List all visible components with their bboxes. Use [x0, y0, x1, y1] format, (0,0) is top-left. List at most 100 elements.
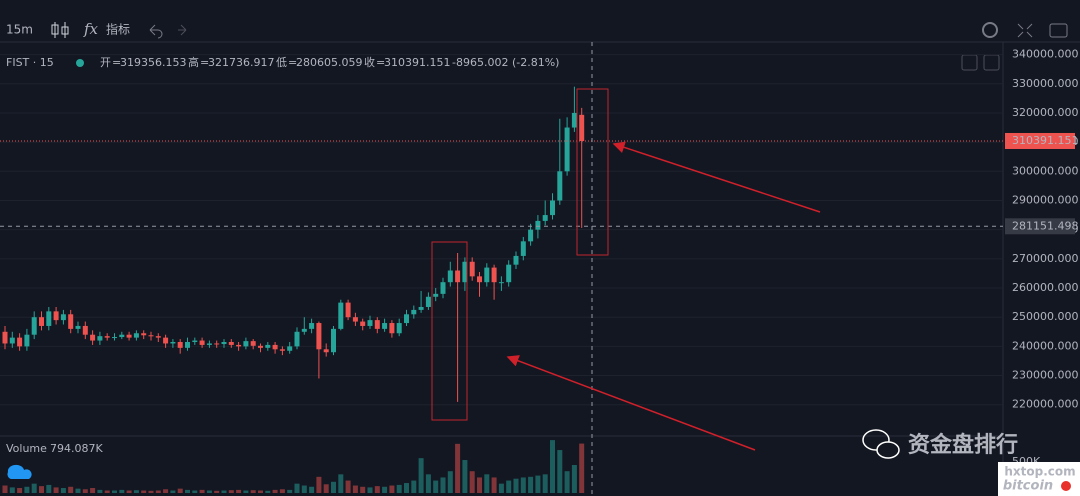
candle-body: [9, 337, 15, 344]
volume-value: 794.087K: [50, 442, 103, 455]
candle-body: [382, 323, 388, 329]
volume-bar: [462, 460, 468, 493]
settings-button[interactable]: [982, 22, 998, 38]
candle-body: [498, 282, 504, 284]
volume-bar: [104, 490, 110, 493]
candle-body: [31, 317, 37, 335]
fx-icon[interactable]: fx: [83, 20, 99, 38]
candle-body: [141, 333, 147, 336]
candle-body: [53, 311, 59, 321]
candle-body: [557, 171, 563, 201]
ohlc-separator: =: [288, 56, 297, 69]
candle-body: [404, 314, 409, 324]
volume-bar: [17, 488, 23, 493]
crosshair-price-label: 281151.498: [1012, 219, 1078, 232]
volume-bar: [469, 471, 475, 493]
candle-body: [133, 333, 139, 338]
candle-body: [236, 344, 242, 347]
volume-bar: [236, 489, 242, 493]
candle-body: [221, 342, 227, 345]
volume-bar: [520, 477, 526, 493]
candle-body: [367, 320, 373, 326]
y-tick-label: 300000.000: [1012, 164, 1078, 177]
volume-bar: [199, 489, 205, 493]
candle-body: [258, 345, 263, 348]
y-tick-label: 330000.000: [1012, 77, 1078, 90]
candle-body: [309, 323, 315, 329]
candle-body: [571, 112, 577, 128]
candle-body: [360, 321, 366, 326]
candle-body: [418, 306, 424, 310]
candle-body: [462, 261, 468, 283]
candle-body: [185, 342, 190, 348]
volume-bar: [170, 490, 176, 493]
volume-bar: [557, 450, 563, 493]
candle-body: [301, 328, 307, 332]
volume-bar: [411, 480, 417, 493]
symbol: FIST · 15: [6, 56, 54, 69]
candle-body: [228, 342, 234, 345]
candle-body: [199, 340, 205, 345]
candle-body: [455, 270, 461, 283]
volume-bar: [31, 483, 37, 493]
undo-button[interactable]: [149, 24, 163, 39]
watermark-brand: bitcoin: [1003, 479, 1053, 494]
candle-body: [112, 337, 117, 339]
volume-bar: [68, 486, 74, 493]
candle-body: [97, 336, 103, 341]
screenshot-button[interactable]: [1049, 23, 1068, 38]
volume-bar: [535, 475, 541, 493]
candle-body: [564, 127, 570, 172]
last-price-tag: [1005, 132, 1075, 149]
candle-body: [2, 331, 8, 344]
y-tick-label: 260000.000: [1012, 281, 1078, 294]
volume-bar: [484, 474, 490, 493]
candle-body: [535, 220, 541, 230]
ohlc-value: 321736.917: [208, 56, 274, 69]
candle-body: [506, 264, 512, 283]
heart: [1061, 481, 1071, 491]
volume-bar: [331, 481, 336, 493]
candle-body: [170, 342, 176, 344]
candle-body: [528, 229, 534, 242]
candle-body: [214, 343, 220, 345]
volume-bar: [367, 487, 373, 493]
candle-type-button[interactable]: [51, 22, 69, 38]
volume-bar: [279, 489, 285, 493]
candle-body: [323, 349, 329, 353]
volume-bar: [206, 490, 212, 493]
annotation-box: [576, 88, 609, 256]
candle-body: [82, 325, 88, 335]
volume-bar: [141, 490, 147, 493]
fullscreen-button[interactable]: [1017, 23, 1033, 38]
volume-bar: [46, 484, 52, 493]
volume-bar: [338, 474, 344, 493]
candle-body: [60, 314, 66, 321]
annotation-arrow: [612, 141, 821, 213]
redo-button[interactable]: [178, 24, 187, 36]
ohlc-value: 280605.059: [296, 56, 362, 69]
volume-bar: [133, 490, 139, 493]
candle-body: [484, 267, 490, 283]
candle-body: [469, 261, 475, 277]
candle-body: [542, 215, 548, 221]
volume-bar: [506, 480, 512, 493]
candle-body: [440, 282, 446, 294]
candle-body: [425, 296, 431, 307]
candle-body: [192, 340, 198, 343]
volume-bar: [352, 485, 358, 493]
indicators-button[interactable]: 指标: [106, 22, 130, 37]
annotation-arrow: [506, 355, 756, 451]
ohlc-label: 高: [188, 55, 199, 69]
candle-body: [374, 320, 380, 329]
candle-body: [331, 328, 336, 353]
volume-bar: [39, 486, 44, 493]
candle-body: [272, 344, 278, 350]
volume-bar: [272, 489, 278, 493]
volume-bar: [425, 474, 431, 493]
y-tick-label: 340000.000: [1012, 48, 1078, 61]
candle-body: [39, 317, 44, 326]
interval-button[interactable]: 15m: [6, 23, 33, 37]
candle-body: [513, 255, 519, 265]
candle-body: [579, 114, 585, 141]
